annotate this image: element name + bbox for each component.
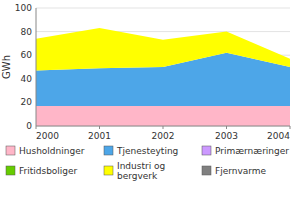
x-tick (226, 126, 227, 129)
legend-label-line: Fritidsboliger (19, 166, 78, 176)
x-tick (163, 126, 164, 129)
areas (36, 28, 290, 126)
legend-label: Primærnæringer (215, 146, 289, 156)
area (36, 28, 290, 59)
legend-swatch (104, 166, 113, 175)
x-tick-label: 2000 (36, 131, 59, 141)
grid-line (36, 8, 290, 9)
legend-label-line: bergverk (117, 171, 158, 181)
legend-label: Tjenesteyting (116, 146, 178, 156)
x-tick-label: 2004 (267, 131, 290, 141)
legend-label: Industri ogbergverk (117, 161, 165, 181)
legend-swatch (6, 146, 15, 155)
legend-label-line: Primærnæringer (215, 146, 289, 156)
x-tick-label: 2003 (215, 131, 238, 141)
legend-label-line: Fjernvarme (215, 166, 267, 176)
x-tick-label: 2002 (152, 131, 175, 141)
legend-swatch (202, 146, 211, 155)
legend-swatch (202, 166, 211, 175)
area (36, 106, 290, 126)
y-axis-label: GWh (1, 55, 12, 79)
y-axis (36, 8, 37, 126)
legend-label: Husholdninger (19, 146, 85, 156)
grid-line (36, 31, 290, 32)
y-tick-label: 100 (15, 3, 32, 13)
legend-label: Fjernvarme (215, 166, 267, 176)
y-tick-label: 0 (26, 121, 32, 131)
y-tick-label: 40 (21, 74, 33, 84)
chart: 0 20 40 60 80 100 2000 2001 2002 2003 2004 GWh Husho… (0, 0, 300, 200)
y-tick-label: 20 (21, 97, 33, 107)
x-tick (290, 126, 291, 129)
legend-label-line: Husholdninger (19, 146, 85, 156)
x-tick (99, 126, 100, 129)
legend-swatch (104, 146, 113, 155)
legend-label-line: Industri og (117, 161, 165, 171)
legend-swatch (6, 166, 15, 175)
grid (36, 8, 290, 126)
area (36, 28, 290, 70)
x-tick (36, 126, 37, 129)
legend-label-line: Tjenesteyting (116, 146, 178, 156)
legend: Husholdninger Tjenesteyting Primærnæringer… (6, 146, 289, 181)
y-tick-label: 60 (21, 50, 33, 60)
y-tick-label: 80 (21, 27, 33, 37)
x-tick-label: 2001 (88, 131, 111, 141)
legend-label: Fritidsboliger (19, 166, 78, 176)
